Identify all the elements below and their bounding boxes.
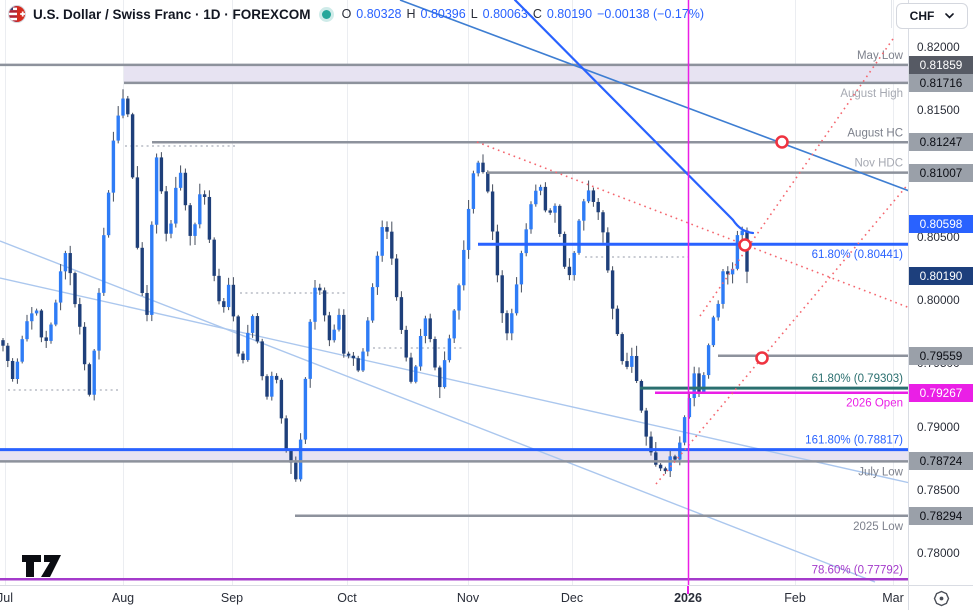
level-label: May Low	[857, 50, 904, 62]
usdchf-flag-icon	[8, 5, 26, 23]
price-tick: 0.81500	[917, 103, 960, 118]
time-label: Mar	[882, 591, 904, 605]
red-dotted-ascending-1[interactable]	[655, 181, 911, 485]
level-label: 61.80% (0.79303)	[812, 373, 904, 385]
time-label: Jul	[0, 591, 13, 605]
currency-selector-button[interactable]: CHF	[896, 3, 968, 29]
gridlines	[5, 0, 894, 585]
time-label: 2026	[674, 591, 702, 605]
price-badge: 0.81716	[909, 73, 973, 92]
dotted-levels[interactable]	[8, 145, 688, 391]
currency-label: CHF	[909, 9, 935, 23]
high-value: 0.80396	[420, 7, 466, 21]
price-badge: 0.81007	[909, 163, 973, 182]
time-label: Sep	[220, 591, 244, 605]
projection-marker-icon[interactable]	[755, 351, 769, 365]
price-badge: 0.80598	[909, 215, 973, 234]
gear-icon[interactable]	[933, 590, 950, 607]
price-badge: 0.81247	[909, 133, 973, 152]
level-label: August High	[840, 88, 903, 100]
market-status-icon	[321, 9, 331, 19]
close-value: 0.80190	[546, 7, 593, 21]
axis-settings-corner[interactable]	[908, 586, 973, 610]
descending-resistance-line[interactable]	[399, 0, 913, 193]
time-label: Dec	[560, 591, 584, 605]
vline-axis-tick	[687, 586, 689, 594]
price-tick: 0.80000	[917, 293, 960, 307]
chevron-down-icon	[945, 13, 955, 19]
symbol-title[interactable]: U.S. Dollar / Swiss Franc · 1D · FOREXCO…	[33, 6, 311, 22]
steep-blue-trendline[interactable]	[513, 0, 755, 235]
level-label: 78.60% (0.77792)	[812, 564, 904, 576]
low-value: 0.80063	[482, 7, 528, 21]
price-badge: 0.80190	[909, 266, 973, 285]
level-label: 161.80% (0.78817)	[805, 435, 903, 447]
zone-band[interactable]	[124, 64, 908, 83]
time-label: Oct	[337, 591, 357, 605]
price-tick: 0.79000	[917, 419, 960, 434]
red-dotted-descending[interactable]	[476, 141, 911, 309]
chart-header: U.S. Dollar / Swiss Franc · 1D · FOREXCO…	[8, 5, 704, 23]
header-divider	[891, 0, 892, 28]
price-tick: 0.78000	[917, 546, 960, 560]
price-axis[interactable]: 0.820000.815000.805000.800000.795000.790…	[908, 0, 973, 585]
time-label: Feb	[784, 591, 806, 605]
open-label: O	[341, 7, 352, 21]
price-tick: 0.78500	[917, 482, 960, 497]
time-axis[interactable]: Jul Aug Sep Oct Nov Dec 2026 Feb Mar	[0, 585, 973, 610]
price-badge: 0.78724	[909, 452, 973, 471]
level-label: July Low	[858, 466, 903, 478]
level-label: 61.80% (0.80441)	[812, 249, 904, 261]
time-label: Nov	[456, 591, 480, 605]
change-value: −0.00138 (−0.17%)	[597, 7, 705, 21]
high-label: H	[406, 7, 416, 21]
price-badge: 0.78294	[909, 506, 973, 525]
level-label: 2025 Low	[853, 521, 904, 533]
level-label: August HC	[847, 127, 903, 139]
level-label: Nov HDC	[854, 158, 903, 170]
low-label: L	[470, 7, 478, 21]
level-label: 2026 Open	[846, 398, 903, 410]
price-badge: 0.79559	[909, 346, 973, 365]
tradingview-logo[interactable]	[20, 552, 80, 580]
ohlc-readout: O 0.80328 H 0.80396 L 0.80063 C 0.80190 …	[342, 7, 705, 21]
open-value: 0.80328	[356, 7, 402, 21]
projection-marker-icon[interactable]	[775, 135, 789, 149]
time-label: Aug	[111, 591, 135, 605]
red-dotted-ascending-2[interactable]	[699, 35, 896, 317]
projection-marker-icon[interactable]	[738, 238, 752, 252]
price-badge: 0.79267	[909, 383, 973, 402]
price-badge: 0.81859	[909, 55, 973, 74]
price-tick: 0.82000	[917, 40, 960, 54]
close-label: C	[532, 7, 542, 21]
zone-band[interactable]	[0, 449, 908, 462]
long-light-trendline-lower[interactable]	[0, 240, 876, 583]
